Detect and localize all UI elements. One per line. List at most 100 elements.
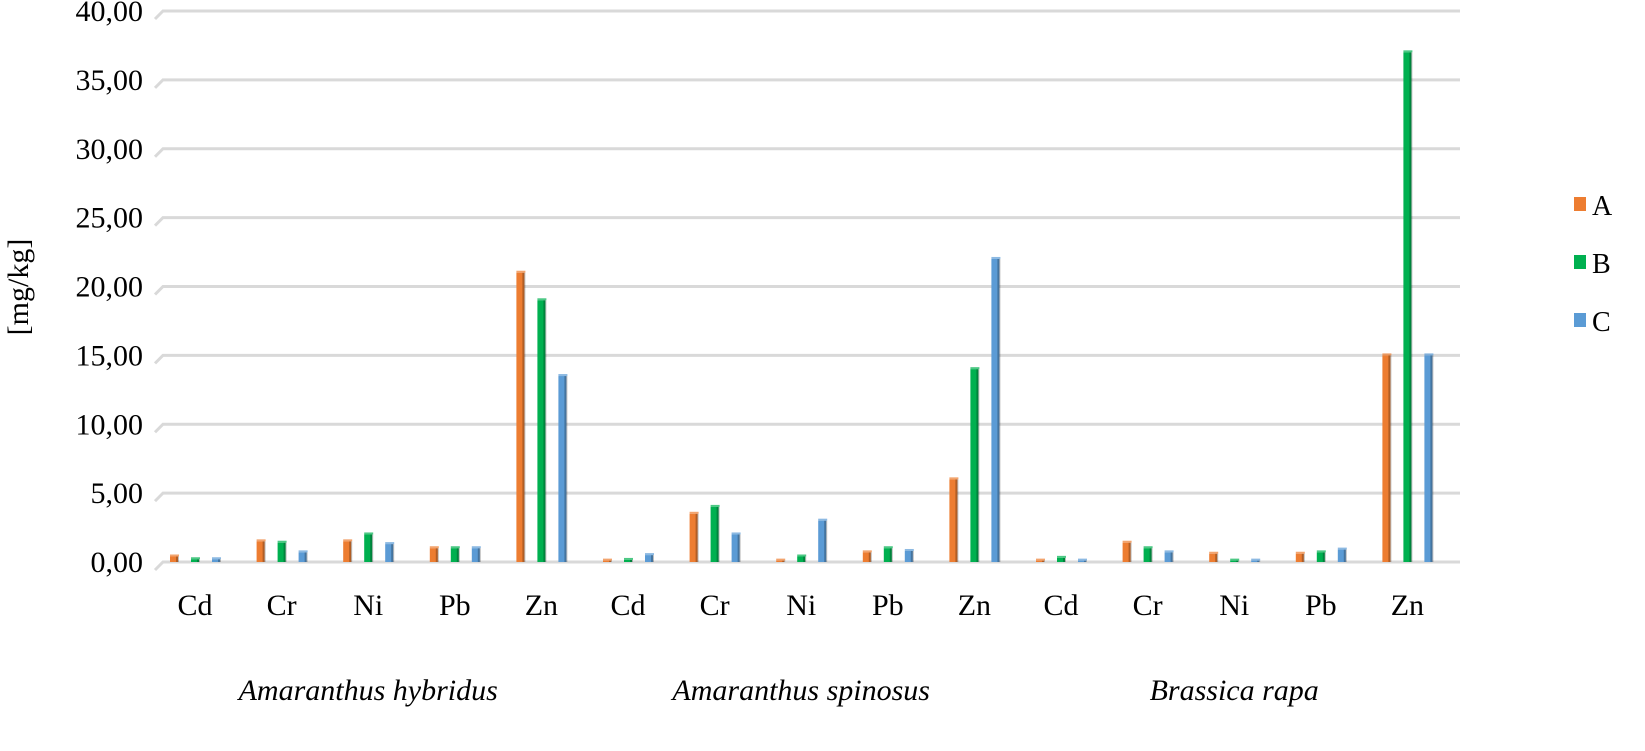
bar-shade	[1257, 560, 1261, 562]
bar-A-Zn	[516, 272, 525, 562]
bar-C-Cd	[212, 559, 220, 562]
bar-top	[1036, 558, 1045, 561]
bar-A-Cr	[256, 541, 265, 562]
bar-top	[516, 270, 526, 273]
bar-shade	[1343, 549, 1347, 562]
bar-C-Cr	[298, 552, 307, 562]
bar-top	[1403, 50, 1413, 53]
bar-top	[558, 374, 568, 377]
bar-top	[818, 518, 828, 521]
x-tick-label: Zn	[1391, 589, 1424, 622]
gridline	[153, 491, 1460, 503]
bar-shade	[782, 560, 786, 562]
bar-top	[862, 550, 872, 553]
legend-swatch-A	[1574, 197, 1586, 211]
bar-B-Ni	[797, 556, 806, 562]
bar-top	[689, 511, 699, 514]
bar-shade	[564, 376, 568, 562]
y-tick-label: 30,00	[76, 133, 144, 166]
bar-shade	[435, 548, 439, 562]
x-tick-label: Cd	[1043, 589, 1078, 622]
x-tick-label: Cr	[1133, 589, 1163, 622]
bar-top	[731, 532, 741, 535]
y-tick-label: 15,00	[76, 339, 144, 372]
y-tick-label: 40,00	[76, 0, 144, 28]
bar-shade	[1430, 355, 1434, 562]
bar-A-Cd	[603, 560, 611, 562]
gridline	[153, 422, 1460, 434]
bar-A-Pb	[862, 552, 871, 562]
x-tick-label: Ni	[353, 589, 383, 622]
legend-label-A: A	[1592, 191, 1613, 222]
y-tick-label: 20,00	[76, 271, 144, 304]
legend-swatch-C	[1574, 313, 1586, 327]
group-labels: Amaranthus hybridus Amaranthus spinosus Br…	[237, 674, 1319, 707]
gridline	[153, 285, 1460, 296]
y-axis-label: [mg/kg]	[2, 239, 35, 336]
bar-shade	[609, 560, 612, 562]
bar-top	[343, 539, 353, 542]
bar-B-Cr	[710, 506, 719, 562]
bar-shade	[1149, 548, 1153, 562]
bar-top	[624, 557, 633, 560]
bar-top	[1295, 551, 1305, 554]
bar-shade	[824, 520, 828, 562]
bar-shade	[1042, 560, 1045, 562]
bar-top	[776, 558, 786, 561]
bar-A-Cd	[170, 556, 178, 562]
bar-shade	[976, 369, 980, 562]
bar-shade	[1322, 552, 1326, 562]
x-tick-label: Zn	[958, 589, 991, 622]
bar-B-Cr	[277, 542, 286, 562]
bar-shade	[716, 506, 720, 562]
bar-top	[1230, 558, 1240, 561]
y-axis-ticks: 0,00 5,00 10,00 15,00 20,00 25,00 30,00 35,00 40…	[76, 0, 144, 579]
legend-swatch-B	[1574, 255, 1586, 269]
bar-top	[1078, 558, 1087, 561]
bar-shade	[1388, 355, 1392, 562]
gridline	[153, 147, 1460, 158]
bar-shade	[1084, 560, 1087, 562]
bar-C-Zn	[991, 258, 1000, 562]
bar-top	[170, 554, 179, 557]
bar-top	[710, 504, 720, 507]
bar-C-Pb	[1337, 549, 1346, 562]
bar-shade	[1215, 553, 1219, 562]
bar-B-Pb	[450, 548, 459, 562]
x-tick-label: Pb	[439, 589, 471, 622]
bar-shade	[477, 548, 481, 562]
bar-shade	[262, 541, 266, 562]
bar-A-Ni	[776, 560, 785, 562]
bar-B-Zn	[1403, 52, 1412, 562]
bar-top	[1209, 551, 1219, 554]
bar-shade	[349, 541, 353, 562]
bar-top	[991, 256, 1001, 259]
x-axis-ticks: Cd Cr Ni Pb Zn Cd Cr Ni Pb Zn Cd Cr Ni Pb Zn	[177, 589, 1424, 622]
bar-A-Pb	[1295, 553, 1304, 562]
x-tick-label: Cr	[267, 589, 297, 622]
bar-A-Ni	[1209, 553, 1218, 562]
bar-top	[904, 548, 914, 551]
bar-shade	[1236, 560, 1240, 562]
bar-shade	[997, 258, 1001, 562]
bar-C-Cr	[1164, 552, 1173, 562]
y-tick-label: 0,00	[91, 546, 144, 579]
bar-B-Cd	[1057, 557, 1065, 562]
legend-label-C: C	[1592, 307, 1611, 338]
y-tick-label: 25,00	[76, 202, 144, 235]
bar-top	[537, 298, 547, 301]
gridline	[153, 9, 1460, 21]
bar-shade	[868, 552, 872, 562]
bar-A-Ni	[343, 541, 352, 562]
bar-top	[1316, 550, 1326, 553]
bar-shade	[651, 555, 654, 562]
y-tick-label: 35,00	[76, 64, 144, 97]
bar-B-Cd	[624, 559, 632, 562]
bar-top	[191, 557, 200, 560]
bar-shade	[218, 559, 221, 562]
bar-shade	[370, 534, 374, 562]
bar-shade	[737, 534, 741, 562]
bar-B-Ni	[1230, 560, 1239, 562]
bar-top	[385, 542, 395, 545]
bar-C-Zn	[558, 376, 567, 562]
